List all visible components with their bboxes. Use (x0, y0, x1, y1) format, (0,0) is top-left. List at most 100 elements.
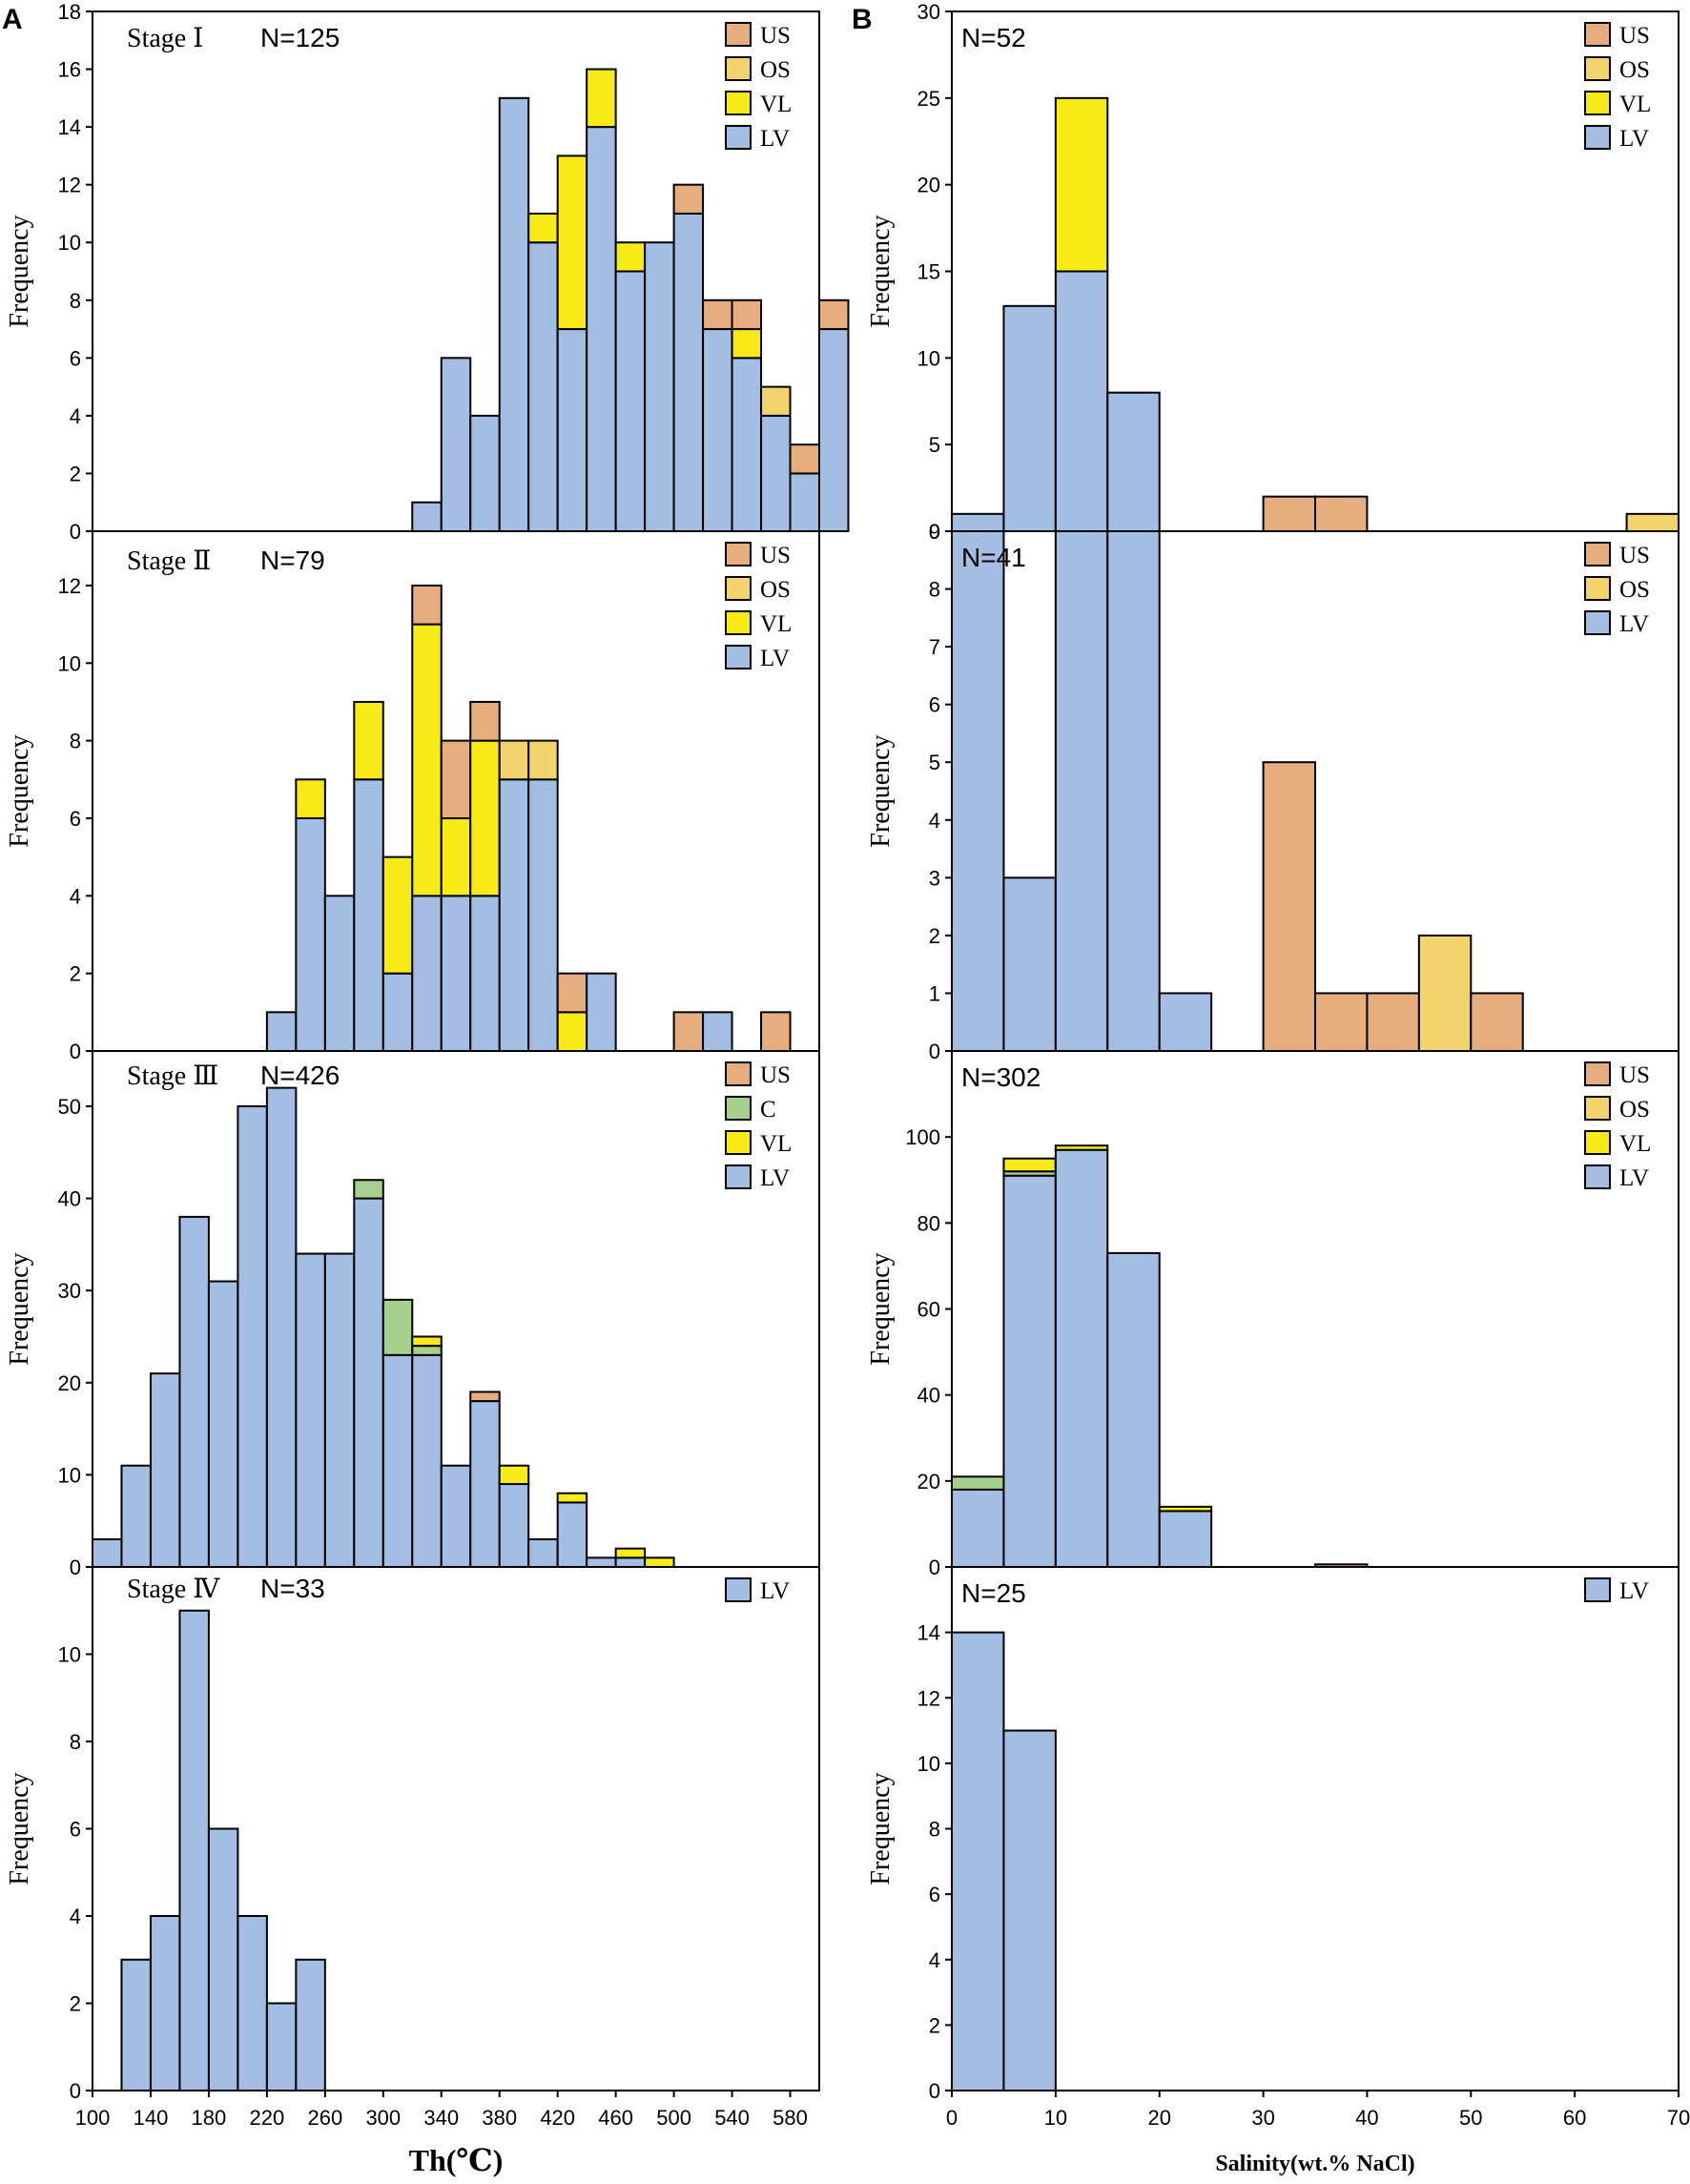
legend-label-lv: LV (1619, 1578, 1649, 1604)
y-tick-label: 7 (929, 635, 940, 659)
legend-swatch-os (725, 56, 752, 81)
n-count-label: N=41 (961, 543, 1026, 572)
bar-lv-560 (760, 414, 792, 532)
x-tick-label: 180 (192, 2106, 227, 2130)
y-tick-label: 2 (929, 2013, 940, 2037)
legend-label-lv: LV (1619, 126, 1649, 152)
bar-lv-160 (178, 1215, 210, 1568)
y-axis-label: Frequency (866, 1252, 896, 1365)
bar-lv-360 (469, 1400, 501, 1569)
x-tick-label: 10 (1044, 2106, 1067, 2130)
legend-swatch-us (1584, 22, 1611, 47)
legend-label-lv: LV (760, 1165, 790, 1191)
legend-label-vl: VL (1619, 92, 1651, 117)
legend-swatch-us (725, 22, 752, 47)
chart-4: 0 1 2 3 4 5 6 7 8 9 Frequency N=41 US OS LV (866, 520, 1680, 1063)
bar-lv-240 (295, 816, 326, 1052)
y-tick-label: 6 (70, 1818, 81, 1842)
y-tick-label: 14 (917, 1621, 940, 1645)
bar-us-35 (1314, 495, 1369, 533)
bar-lv-220 (265, 1011, 298, 1053)
bar-lv-240 (295, 1252, 326, 1569)
y-tick-label: 1 (929, 981, 940, 1005)
bar-lv-180 (207, 1280, 239, 1568)
n-count-label: N=426 (260, 1061, 340, 1090)
bar-lv-320 (411, 895, 443, 1052)
x-tick-label: 460 (598, 2106, 633, 2130)
x-tick-label: 70 (1667, 2106, 1690, 2130)
bar-lv-10 (1054, 530, 1109, 1052)
bar-lv-120 (120, 1464, 152, 1569)
bar-us-600 (818, 299, 850, 331)
bar-us-580 (789, 443, 821, 475)
bar-lv-520 (702, 328, 733, 532)
legend-label-lv: LV (760, 646, 790, 671)
legend-swatch-lv (1584, 1577, 1611, 1602)
legend-swatch-vl (1584, 1130, 1611, 1155)
bar-vl-420 (556, 1011, 588, 1053)
y-tick-label: 25 (917, 87, 940, 111)
legend-swatch-us (1584, 542, 1611, 567)
bar-lv-360 (469, 895, 501, 1052)
legend-label-vl: VL (760, 611, 792, 637)
bar-vl-5 (1002, 1157, 1057, 1173)
y-tick-label: 5 (929, 433, 940, 457)
bar-c-300 (381, 1298, 414, 1356)
x-tick-label: 380 (482, 2106, 517, 2130)
bar-lv-340 (440, 1464, 472, 1569)
chart-2: 0 5 10 15 20 25 30 Frequency N=52 US OS VL LV (866, 0, 1680, 544)
y-tick-label: 0 (70, 520, 81, 544)
y-tick-label: 8 (929, 1818, 940, 1842)
bar-lv-540 (731, 357, 763, 533)
x-tick-label: 500 (656, 2106, 691, 2130)
bar-us-500 (672, 1011, 705, 1053)
bar-vl-460 (614, 1547, 647, 1559)
y-tick-label: 0 (929, 2079, 940, 2103)
y-axis-label: Frequency (5, 1252, 34, 1365)
y-tick-label: 0 (929, 1040, 940, 1063)
n-count-label: N=52 (961, 23, 1026, 52)
stage-title: Stage Ⅰ (127, 24, 203, 53)
bar-vl-400 (527, 212, 559, 244)
bar-us-30 (1262, 761, 1316, 1052)
y-axis-label: Frequency (866, 1772, 896, 1885)
bar-vl-280 (353, 700, 384, 781)
bar-lv-380 (498, 96, 530, 532)
legend-label-us: US (760, 1062, 791, 1088)
legend-swatch-c (725, 1096, 752, 1121)
legend-label-vl: VL (760, 1131, 792, 1157)
bar-lv-380 (498, 1483, 530, 1569)
bar-vl-20 (1158, 1505, 1213, 1513)
bar-os-380 (498, 739, 530, 781)
bar-us-320 (411, 584, 443, 626)
legend-swatch-lv (725, 1577, 752, 1602)
x-tick-label: 30 (1251, 2106, 1274, 2130)
y-tick-label: 8 (70, 1730, 81, 1754)
y-tick-label: 10 (58, 1643, 81, 1667)
bar-vl-540 (731, 328, 763, 360)
y-tick-label: 8 (929, 578, 940, 602)
y-tick-label: 10 (917, 1752, 940, 1776)
bar-us-35 (1314, 992, 1369, 1053)
bar-vl-240 (295, 778, 326, 819)
bar-lv-460 (614, 270, 647, 532)
x-tick-label: 60 (1563, 2106, 1586, 2130)
y-tick-label: 6 (929, 693, 940, 717)
y-axis-label: Frequency (866, 215, 896, 327)
y-tick-label: 0 (70, 2079, 81, 2103)
bar-vl-460 (614, 241, 647, 273)
legend-swatch-lv (1584, 610, 1611, 635)
bar-vl-10 (1054, 1144, 1109, 1151)
y-axis-label: Frequency (5, 734, 34, 847)
bar-us-520 (702, 299, 733, 331)
y-tick-label: 12 (58, 574, 81, 598)
chart-7: 0 2 4 6 8 10 100 140 180 220 260 300 340 380 420 460 500… (5, 1566, 820, 2177)
legend-label-vl: VL (760, 92, 792, 117)
legend-label-us: US (760, 23, 791, 49)
y-axis-label: Frequency (5, 1772, 34, 1885)
y-tick-label: 5 (929, 751, 940, 774)
y-tick-label: 2 (929, 924, 940, 948)
legend-swatch-os (1584, 1096, 1611, 1121)
x-tick-label: 260 (307, 2106, 342, 2130)
